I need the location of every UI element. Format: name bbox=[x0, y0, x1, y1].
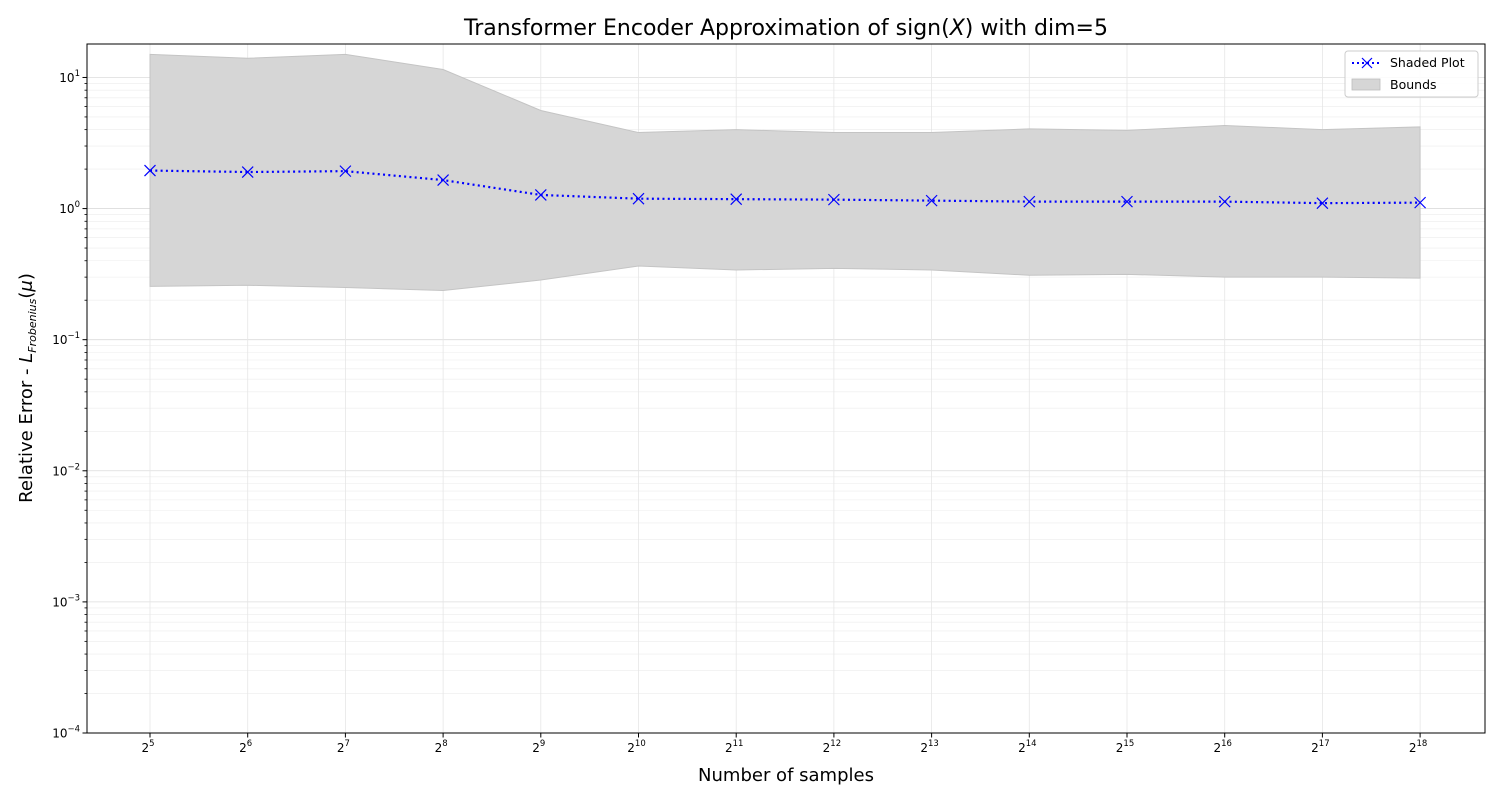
x-tick-label: 27 bbox=[337, 739, 350, 755]
series-line bbox=[149, 169, 1421, 205]
y-tick-label: 10−3 bbox=[52, 593, 80, 609]
data-point-marker bbox=[437, 174, 450, 186]
x-tick-label: 25 bbox=[141, 739, 154, 755]
minor-gridlines bbox=[87, 83, 1485, 694]
data-point-marker bbox=[339, 165, 352, 178]
x-tick-label: 213 bbox=[920, 739, 938, 755]
y-tick-label: 10−1 bbox=[52, 331, 80, 347]
y-tick-label: 100 bbox=[59, 200, 80, 216]
legend-label-bounds: Bounds bbox=[1390, 77, 1437, 92]
x-tick-label: 211 bbox=[725, 739, 743, 755]
plot-frame bbox=[86, 43, 1486, 734]
x-tick-label: 217 bbox=[1311, 739, 1329, 755]
data-point-marker bbox=[730, 193, 743, 206]
y-axis-label: Relative Error - LFrobenius(μ) bbox=[16, 273, 39, 503]
bounds-layer bbox=[149, 53, 1421, 292]
x-axis-ticks: 25 26 27 28 29 210 211 212 213 214 215 216 217 218 bbox=[141, 733, 1427, 755]
data-point-marker bbox=[241, 166, 254, 178]
data-point-marker bbox=[925, 194, 938, 207]
legend-marker-x bbox=[1361, 57, 1373, 69]
x-tick-label: 212 bbox=[823, 739, 841, 755]
legend: Shaded Plot Bounds bbox=[1344, 50, 1479, 98]
x-tick-label: 28 bbox=[435, 739, 448, 755]
y-tick-label: 10−2 bbox=[52, 462, 80, 478]
x-tick-label: 218 bbox=[1409, 739, 1427, 755]
data-point-marker bbox=[632, 192, 645, 205]
x-tick-label: 214 bbox=[1018, 739, 1036, 755]
x-tick-label: 215 bbox=[1116, 739, 1134, 755]
x-tick-label: 210 bbox=[627, 739, 645, 755]
data-point-marker bbox=[1023, 195, 1036, 208]
x-tick-label: 29 bbox=[532, 739, 545, 755]
data-point-marker bbox=[1218, 195, 1231, 208]
y-axis-ticks: 10−4 10−3 10−2 10−1 100 101 bbox=[52, 69, 87, 741]
series-layer bbox=[144, 164, 1427, 210]
x-axis-label: Number of samples bbox=[698, 765, 874, 786]
bounds-area bbox=[149, 53, 1421, 292]
legend-bounds-swatch bbox=[1351, 78, 1381, 91]
y-tick-label: 101 bbox=[59, 69, 80, 85]
data-point-marker bbox=[534, 189, 547, 201]
legend-label-shaded-plot: Shaded Plot bbox=[1390, 55, 1465, 70]
x-tick-label: 26 bbox=[239, 739, 252, 755]
y-tick-label: 10−4 bbox=[52, 725, 80, 741]
data-point-marker bbox=[1316, 197, 1329, 210]
data-point-marker bbox=[827, 193, 840, 206]
chart-title: Transformer Encoder Approximation of sig… bbox=[463, 16, 1108, 41]
x-tick-label: 216 bbox=[1213, 739, 1231, 755]
data-point-marker bbox=[1121, 195, 1133, 208]
data-point-marker bbox=[144, 164, 156, 177]
data-point-marker bbox=[1414, 196, 1427, 209]
